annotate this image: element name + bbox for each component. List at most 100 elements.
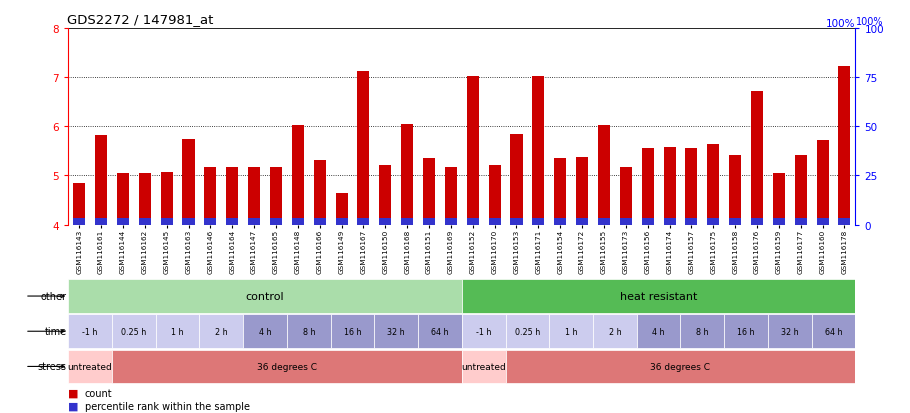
Bar: [314, 160, 326, 225]
Bar: [489, 219, 500, 225]
Bar: [314, 219, 326, 225]
Bar: [336, 219, 348, 225]
Bar: [161, 172, 173, 225]
Text: 4 h: 4 h: [258, 327, 271, 336]
Text: 0.25 h: 0.25 h: [121, 327, 147, 336]
Bar: [816, 219, 829, 225]
Bar: [729, 155, 741, 225]
Bar: [330, 315, 374, 348]
Bar: [156, 315, 199, 348]
Bar: [445, 167, 457, 225]
Bar: [467, 219, 479, 225]
Bar: [401, 125, 413, 225]
Text: other: other: [41, 291, 66, 301]
Bar: [461, 350, 506, 383]
Text: ■: ■: [68, 388, 79, 398]
Bar: [423, 219, 435, 225]
Bar: [112, 315, 156, 348]
Bar: [506, 315, 550, 348]
Text: 36 degrees C: 36 degrees C: [651, 362, 711, 371]
Text: 16 h: 16 h: [344, 327, 361, 336]
Bar: [116, 219, 129, 225]
Text: 1 h: 1 h: [171, 327, 184, 336]
Bar: [116, 173, 129, 225]
Bar: [467, 77, 479, 225]
Bar: [358, 219, 369, 225]
Bar: [642, 219, 653, 225]
Bar: [685, 219, 697, 225]
Bar: [205, 219, 217, 225]
Bar: [707, 144, 719, 225]
Bar: [95, 219, 107, 225]
Bar: [183, 139, 195, 225]
Text: 1 h: 1 h: [565, 327, 578, 336]
Bar: [248, 167, 260, 225]
Bar: [287, 315, 330, 348]
Bar: [751, 219, 763, 225]
Text: -1 h: -1 h: [476, 327, 491, 336]
Bar: [794, 219, 807, 225]
Bar: [576, 157, 588, 225]
Text: 36 degrees C: 36 degrees C: [257, 362, 317, 371]
Bar: [374, 315, 418, 348]
Bar: [358, 72, 369, 225]
Bar: [838, 219, 851, 225]
Bar: [663, 147, 675, 225]
Bar: [838, 67, 851, 225]
Bar: [816, 141, 829, 225]
Bar: [532, 219, 544, 225]
Text: -1 h: -1 h: [83, 327, 97, 336]
Bar: [511, 219, 522, 225]
Bar: [138, 173, 151, 225]
Bar: [183, 219, 195, 225]
Text: 64 h: 64 h: [824, 327, 843, 336]
Bar: [336, 193, 348, 225]
Bar: [68, 280, 461, 313]
Bar: [292, 126, 304, 225]
Text: percentile rank within the sample: percentile rank within the sample: [85, 401, 249, 411]
Bar: [445, 219, 457, 225]
Text: 2 h: 2 h: [609, 327, 622, 336]
Bar: [461, 315, 506, 348]
Bar: [724, 315, 768, 348]
Text: GDS2272 / 147981_at: GDS2272 / 147981_at: [67, 13, 214, 26]
Bar: [554, 219, 566, 225]
Bar: [751, 92, 763, 225]
Bar: [812, 315, 855, 348]
Bar: [642, 149, 653, 225]
Bar: [270, 167, 282, 225]
Bar: [73, 183, 86, 225]
Bar: [138, 219, 151, 225]
Bar: [598, 126, 610, 225]
Text: 100%: 100%: [826, 19, 855, 29]
Bar: [95, 136, 107, 225]
Bar: [243, 315, 287, 348]
Text: untreated: untreated: [67, 362, 113, 371]
Bar: [773, 219, 785, 225]
Bar: [620, 219, 632, 225]
Text: 0.25 h: 0.25 h: [515, 327, 540, 336]
Text: count: count: [85, 388, 112, 398]
Bar: [68, 315, 112, 348]
Text: 8 h: 8 h: [696, 327, 709, 336]
Bar: [161, 219, 173, 225]
Bar: [379, 165, 391, 225]
Bar: [576, 219, 588, 225]
Text: stress: stress: [37, 361, 66, 372]
Text: ■: ■: [68, 401, 79, 411]
Bar: [227, 167, 238, 225]
Bar: [768, 315, 812, 348]
Text: 2 h: 2 h: [215, 327, 228, 336]
Bar: [418, 315, 461, 348]
Bar: [773, 173, 785, 225]
Bar: [68, 350, 112, 383]
Text: untreated: untreated: [461, 362, 506, 371]
Text: 16 h: 16 h: [737, 327, 754, 336]
Bar: [205, 167, 217, 225]
Bar: [681, 315, 724, 348]
Text: 32 h: 32 h: [781, 327, 799, 336]
Text: 32 h: 32 h: [388, 327, 405, 336]
Bar: [461, 280, 855, 313]
Bar: [199, 315, 243, 348]
Bar: [620, 167, 632, 225]
